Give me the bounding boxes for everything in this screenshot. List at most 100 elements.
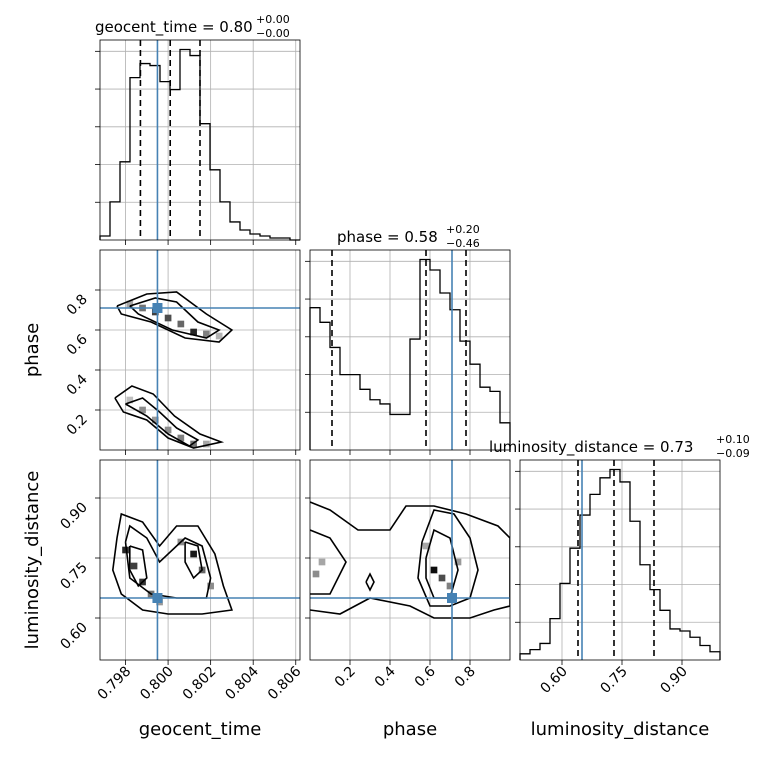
tick-marks (95, 50, 683, 665)
contours-phase-vs-luminosity-distance (310, 501, 510, 619)
contour-line (125, 397, 200, 447)
y-tick-label: 0.90 (57, 500, 90, 533)
quantiles-hist-phase (331, 250, 467, 450)
contour-line (425, 528, 459, 599)
x-tick-label: 0.8 (452, 664, 479, 691)
x-tick-label: 0.6 (412, 663, 439, 690)
truth-phase-vs-luminosity-distance (310, 460, 510, 660)
density-phase-vs-luminosity-distance (312, 542, 462, 590)
grid-hist-phase (310, 250, 510, 450)
title-luminosity-distance-minus: −0.09 (716, 447, 750, 460)
truth-marker (152, 303, 163, 313)
title-phase-minus: −0.46 (446, 237, 480, 250)
x-tick-label: 0.2 (332, 664, 359, 691)
contours-geocent-time-vs-phase (114, 291, 234, 449)
truth-geocent-time-vs-luminosity-distance (100, 460, 300, 660)
quantiles-hist-luminosity-distance (577, 460, 655, 660)
histogram-phase (309, 258, 511, 450)
xlabel-phase: phase (383, 719, 437, 740)
density-cell (203, 330, 210, 338)
x-tick-label: 0.75 (597, 664, 630, 697)
grid-2d-geocent-time-vs-luminosity-distance (100, 460, 300, 660)
density-cell (164, 426, 172, 434)
density-cell (454, 558, 462, 566)
truth-geocent-time-vs-phase (100, 250, 300, 450)
histogram-luminosity-distance (519, 468, 721, 660)
density-cell (130, 562, 138, 570)
density-cell (164, 314, 172, 322)
contour-line (129, 545, 148, 588)
x-tick-label: 0.4 (372, 663, 399, 690)
frame-hist-phase (309, 249, 511, 451)
density-cell (177, 320, 185, 328)
xlabel-luminosity-distance: luminosity_distance (531, 719, 710, 740)
truth-marker (152, 593, 163, 603)
title-phase-plus: +0.20 (446, 223, 480, 236)
density-cell (312, 570, 320, 578)
frame-2d-geocent-time-vs-phase (99, 249, 301, 451)
x-tick-label: 0.90 (657, 664, 690, 697)
density-cell (318, 558, 326, 566)
y-tick-label: 0.60 (57, 620, 90, 653)
density-cell (139, 406, 146, 414)
contour-line (111, 512, 233, 615)
ylabel-luminosity-distance: luminosity_distance (22, 471, 43, 650)
density-cell (438, 574, 446, 582)
density-cell (446, 582, 454, 590)
contour-line (116, 291, 234, 343)
density-cell (215, 332, 223, 340)
density-cell (422, 542, 430, 550)
x-tick-label: 0.798 (95, 664, 135, 704)
frame-hist-geocent-time (99, 39, 301, 241)
tick-labels: 0.798 0.800 0.802 0.804 0.806 0.2 0.4 0.6 0.8 0.6… (57, 292, 690, 704)
density-cell (126, 300, 134, 308)
panel-hist-luminosity-distance: luminosity_distance = 0.73 +0.10 −0.09 (489, 433, 750, 661)
contour-line (114, 385, 225, 449)
panel-2d-phase-vs-luminosity-distance (309, 459, 511, 661)
title-geocent-time: geocent_time = 0.80 (95, 18, 253, 37)
density-cell (151, 416, 159, 424)
contours-geocent-time-vs-luminosity-distance (111, 512, 233, 615)
frame-2d-geocent-time-vs-luminosity-distance (99, 459, 301, 661)
frame-2d-phase-vs-luminosity-distance (309, 459, 511, 661)
density-cell (122, 546, 129, 554)
density-cell (190, 550, 197, 558)
grid-2d-phase-vs-luminosity-distance (310, 460, 510, 660)
y-tick-label: 0.6 (64, 331, 91, 358)
grid-hist-luminosity-distance (520, 460, 720, 660)
contour-line (365, 572, 375, 592)
density-cell (207, 582, 214, 590)
quantiles-hist-geocent-time (139, 40, 201, 240)
title-geocent-time-plus: +0.00 (256, 13, 290, 26)
title-luminosity-distance: luminosity_distance = 0.73 (489, 438, 693, 457)
x-tick-label: 0.60 (537, 664, 570, 697)
density-cell (126, 396, 134, 404)
title-phase: phase = 0.58 (337, 228, 438, 246)
density-cell (203, 440, 210, 448)
density-cell (177, 434, 185, 442)
density-cell (190, 328, 197, 336)
y-tick-label: 0.75 (57, 560, 90, 593)
grid-2d-geocent-time-vs-phase (100, 250, 300, 450)
contour-line (310, 529, 347, 595)
panel-2d-geocent-time-vs-luminosity-distance (99, 459, 301, 661)
contour-line (417, 509, 479, 607)
contour-line (129, 297, 221, 339)
xlabel-geocent-time: geocent_time (139, 719, 262, 740)
x-tick-label: 0.806 (265, 663, 305, 703)
y-tick-label: 0.8 (64, 292, 91, 319)
contour-line (124, 524, 212, 599)
ylabel-phase: phase (22, 323, 43, 377)
histogram-geocent-time (99, 48, 300, 241)
contour-line (310, 501, 510, 619)
x-tick-label: 0.804 (222, 663, 262, 703)
title-luminosity-distance-plus: +0.10 (716, 433, 750, 446)
x-tick-label: 0.802 (180, 664, 220, 704)
frame-hist-luminosity-distance (519, 459, 721, 661)
panel-2d-geocent-time-vs-phase (99, 249, 301, 451)
title-geocent-time-minus: −0.00 (256, 27, 290, 40)
y-tick-label: 0.2 (64, 412, 91, 439)
panel-hist-phase: phase = 0.58 +0.20 −0.46 (309, 223, 511, 451)
x-tick-label: 0.800 (137, 664, 177, 704)
